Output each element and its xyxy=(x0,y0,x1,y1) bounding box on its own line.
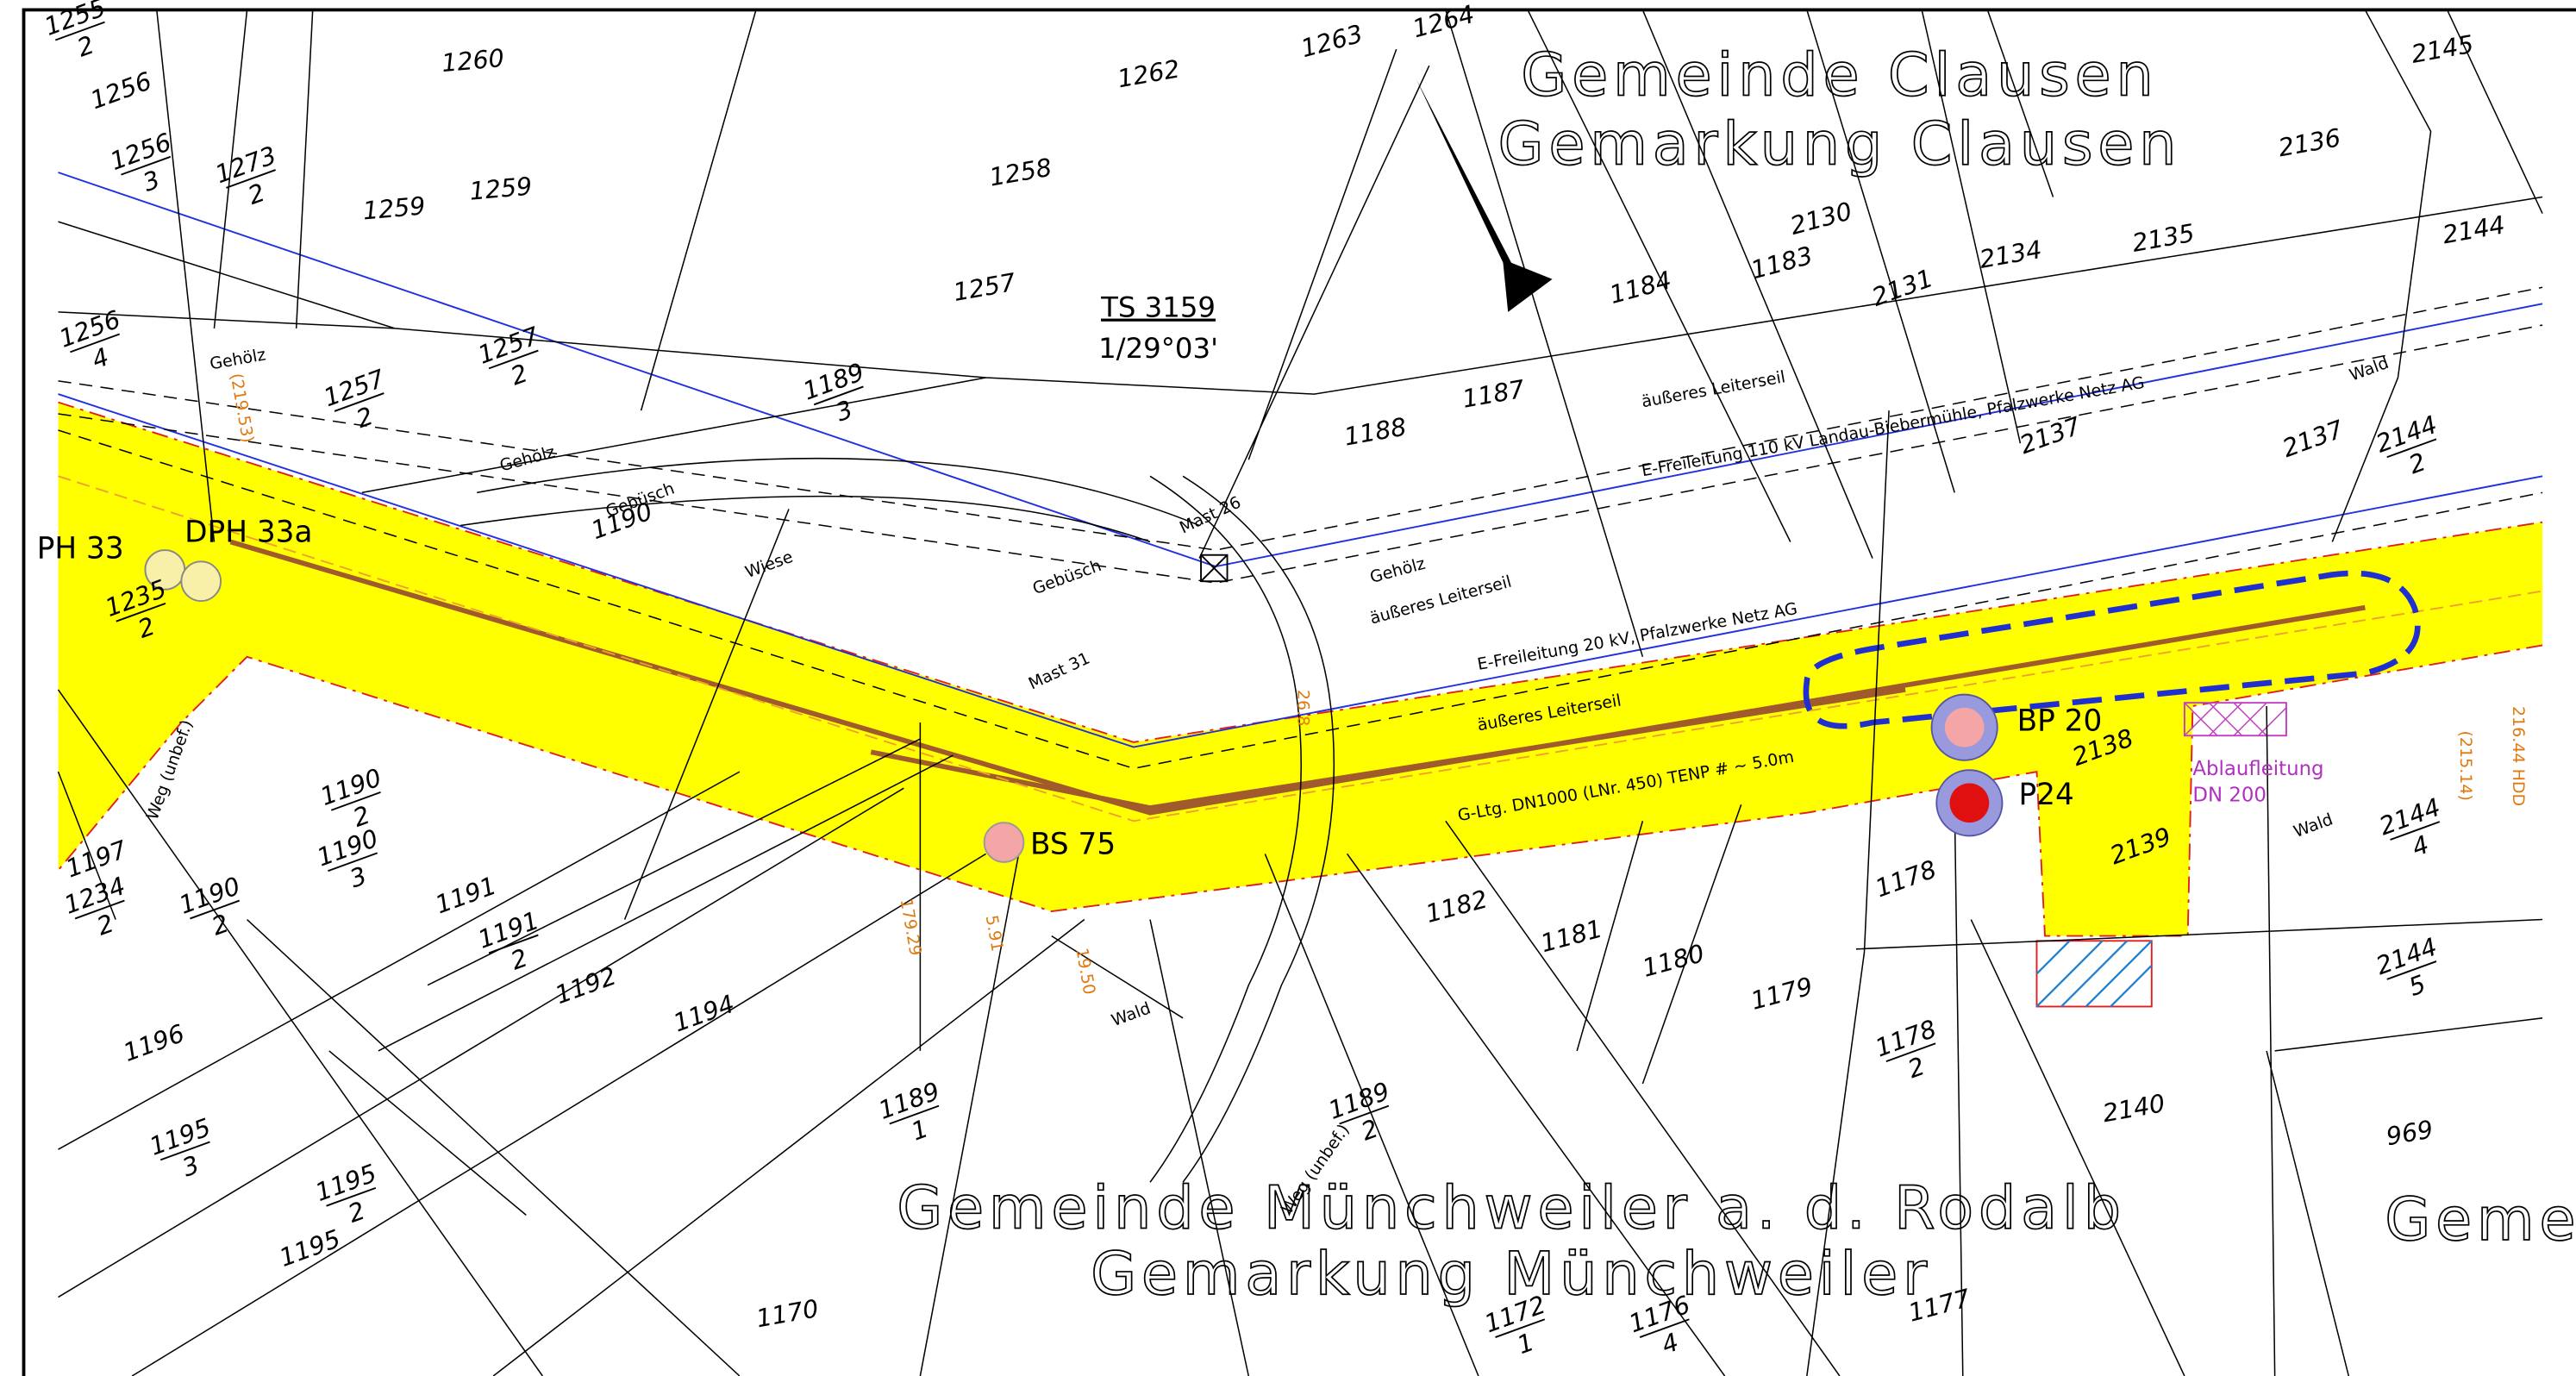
annotation: DN 200 xyxy=(2192,784,2267,806)
powerline-20kv xyxy=(58,393,2543,748)
fraction-bar xyxy=(328,852,378,873)
fraction-bar xyxy=(226,169,276,189)
municipality-label: Geme xyxy=(2385,1185,2576,1254)
fraction-bar xyxy=(2386,438,2437,459)
station-point xyxy=(180,560,222,603)
mast xyxy=(1200,554,1229,583)
pipeline xyxy=(870,687,1906,810)
hatch-area xyxy=(2183,702,2287,737)
station-label: BS 75 xyxy=(1030,827,1116,861)
parcel-lines xyxy=(57,9,2543,1376)
parcel-number: 1260 xyxy=(441,43,505,78)
fraction-bar xyxy=(1639,1318,1690,1338)
hatch xyxy=(2184,702,2287,736)
conductor-line xyxy=(58,429,2543,770)
fraction-bar xyxy=(889,1104,940,1125)
fraction-bar xyxy=(74,899,125,920)
conductor-line xyxy=(58,324,2543,584)
parcel-number: 1259 xyxy=(468,171,533,205)
fraction-bar xyxy=(54,21,105,41)
work-strip xyxy=(58,402,2543,936)
fraction-bar xyxy=(1495,1318,1546,1338)
measurement: (215.14) xyxy=(2456,731,2475,801)
station-label: DPH 33a xyxy=(184,515,312,549)
fraction-bar xyxy=(488,349,539,370)
north-arrow xyxy=(1416,78,1553,312)
fraction-bar xyxy=(488,934,539,954)
municipality-label: Gemeinde Münchweiler a. d. Rodalb xyxy=(897,1174,2126,1243)
corridor xyxy=(57,401,2543,1008)
fraction-bar xyxy=(2390,821,2441,841)
construction-pit xyxy=(1803,570,2421,729)
station-point xyxy=(983,822,1025,863)
municipality-label: Gemarkung Clausen xyxy=(1498,109,2182,178)
mast xyxy=(1200,554,1229,582)
station-label: P24 xyxy=(2019,778,2074,812)
measurement: 216.44 HDD xyxy=(2509,706,2528,806)
strip-edge xyxy=(57,644,2543,937)
fraction-bar xyxy=(116,602,166,622)
fraction-bar xyxy=(70,333,121,353)
fraction-bar xyxy=(1885,1042,1936,1063)
measurement: 26.8 xyxy=(1293,690,1312,726)
fraction-bar xyxy=(330,791,381,811)
station-label: BP 20 xyxy=(2017,704,2103,739)
annotation: Ablaufleitung xyxy=(2192,758,2323,780)
survey-point-coord: 1/29°03' xyxy=(1098,332,1218,365)
fraction-bar xyxy=(159,1141,210,1161)
fraction-bar xyxy=(2386,960,2437,980)
powerlines xyxy=(58,172,2543,770)
stations xyxy=(144,549,2004,863)
strip-edge xyxy=(58,401,2543,743)
hatch xyxy=(2035,940,2153,1008)
conductor-line xyxy=(58,286,2543,551)
fraction-bar xyxy=(121,155,172,176)
fraction-bar xyxy=(813,385,864,406)
fraction-bar xyxy=(190,899,241,920)
municipality-label: Gemarkung Münchweiler xyxy=(1091,1240,1932,1309)
station-point xyxy=(1949,783,1990,823)
survey-point-name: TS 3159 xyxy=(1100,291,1216,324)
municipality-label: Gemeinde Clausen xyxy=(1521,41,2158,109)
fraction-bar xyxy=(1339,1104,1390,1125)
pipeline xyxy=(229,539,2366,816)
fraction-bar xyxy=(334,392,385,412)
pipe-axis xyxy=(58,475,2543,822)
station-label: PH 33 xyxy=(37,532,124,566)
parcel-number: 1259 xyxy=(361,191,426,225)
frame xyxy=(22,8,2576,1376)
station-point xyxy=(1944,707,1985,747)
fraction-bar xyxy=(326,1186,377,1207)
